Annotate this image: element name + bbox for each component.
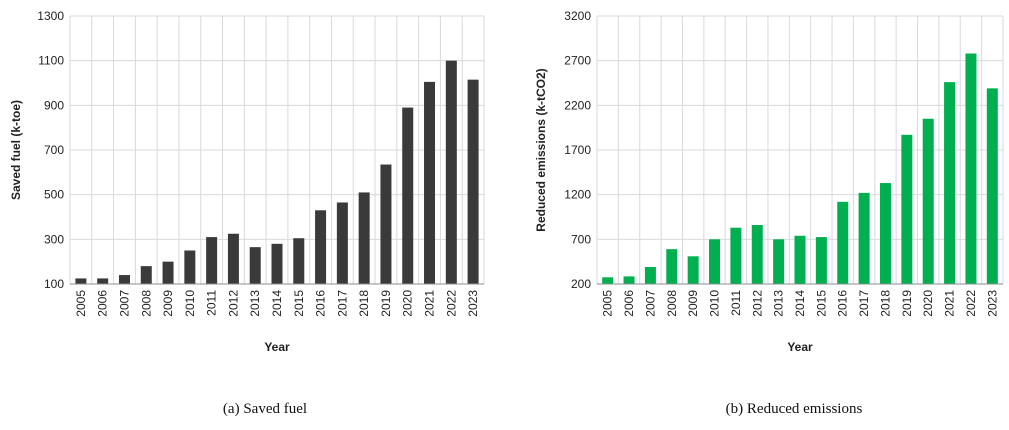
x-axis-title: Year: [787, 340, 813, 354]
x-tick-label: 2007: [117, 290, 131, 317]
bar-2005: [602, 277, 614, 284]
bar-2015: [293, 238, 305, 284]
bar-2014: [271, 243, 283, 284]
x-tick-label: 2017: [335, 290, 349, 317]
x-tick-label: 2010: [708, 290, 722, 317]
y-tick-label: 200: [571, 277, 591, 291]
x-tick-label: 2009: [161, 290, 175, 317]
y-tick-label: 2700: [564, 54, 591, 68]
y-tick-label: 1100: [38, 54, 64, 68]
x-tick-label: 2021: [943, 290, 957, 317]
x-tick-label: 2014: [793, 290, 807, 317]
x-tick-label: 2022: [964, 290, 978, 317]
x-tick-label: 2015: [814, 290, 828, 317]
x-tick-label: 2023: [985, 290, 999, 317]
bar-2017: [336, 202, 348, 284]
saved-fuel-chart: 100 300 500 700 900 1100 1300 2005 2006 2007 2008 2…: [9, 9, 485, 417]
bar-2006: [623, 276, 635, 284]
x-tick-label: 2006: [96, 290, 110, 317]
bar-2007: [118, 275, 130, 284]
x-tick-label: 2010: [183, 290, 197, 317]
y-tick-label: 300: [44, 232, 64, 246]
x-tick-label: 2008: [665, 290, 679, 317]
x-tick-label: 2021: [423, 290, 437, 317]
x-tick-label: 2018: [357, 290, 371, 317]
bar-2014: [794, 235, 806, 284]
bar-2006: [97, 278, 109, 284]
x-tick-label: 2006: [622, 290, 636, 317]
bar-2021: [944, 82, 956, 285]
bar-2005: [75, 278, 87, 284]
x-tick-label: 2017: [857, 290, 871, 317]
y-tick-label: 1300: [37, 9, 64, 23]
x-tick-label: 2012: [750, 290, 764, 317]
bar-2013: [773, 239, 785, 284]
y-tick-label: 100: [44, 277, 64, 291]
x-tick-label: 2013: [248, 290, 262, 317]
y-tick-label: 1700: [564, 143, 591, 157]
bar-2015: [815, 237, 827, 284]
x-tick-label: 2016: [836, 290, 850, 317]
x-tick-label: 2020: [921, 290, 935, 317]
bar-2016: [837, 201, 849, 284]
figure-caption: (a) Saved fuel: [223, 401, 307, 417]
bar-2012: [227, 233, 239, 284]
bar-2022: [445, 60, 457, 284]
figure-caption: (b) Reduced emissions: [726, 401, 863, 417]
x-tick-label: 2016: [314, 290, 328, 317]
bar-2019: [901, 134, 913, 284]
bar-2009: [687, 256, 699, 284]
y-axis-title: Reduced emissions (k-tCO2): [534, 68, 548, 231]
bar-2023: [986, 88, 998, 284]
x-tick-label: 2014: [270, 290, 284, 317]
y-tick-label: 900: [44, 98, 64, 112]
y-axis-title: Saved fuel (k-toe): [9, 100, 23, 200]
bar-2018: [358, 192, 370, 284]
x-tick-label: 2018: [878, 290, 892, 317]
bar-2009: [162, 261, 174, 284]
x-tick-label: 2013: [772, 290, 786, 317]
bar-2023: [467, 79, 479, 285]
x-tick-label: 2008: [139, 290, 153, 317]
x-axis-title: Year: [264, 340, 290, 354]
bar-2008: [666, 249, 678, 284]
bar-2018: [879, 183, 891, 284]
x-tick-label: 2007: [643, 290, 657, 317]
x-tick-label: 2012: [226, 290, 240, 317]
bar-2012: [751, 225, 763, 284]
x-tick-label: 2005: [74, 290, 88, 317]
x-tick-label: 2022: [444, 290, 458, 317]
x-tick-label: 2019: [900, 290, 914, 317]
bar-2008: [140, 266, 152, 284]
bar-2017: [858, 192, 870, 284]
y-tick-label: 3200: [564, 9, 591, 23]
x-tick-label: 2011: [205, 290, 219, 316]
y-tick-label: 700: [571, 232, 591, 246]
reduced-emissions-chart: 200 700 1200 1700 2200 2700 3200 2005 2006 2007 20…: [534, 9, 1004, 417]
bar-2013: [249, 247, 261, 284]
x-tick-label: 2009: [686, 290, 700, 317]
bar-2020: [402, 107, 414, 284]
x-tick-label: 2015: [292, 290, 306, 317]
bar-2011: [730, 227, 742, 284]
y-tick-label: 1200: [564, 188, 591, 202]
y-tick-label: 700: [44, 143, 64, 157]
bar-2020: [922, 118, 934, 284]
y-tick-label: 2200: [564, 98, 591, 112]
bar-2022: [965, 53, 977, 284]
y-tick-label: 500: [44, 188, 64, 202]
bar-2019: [380, 164, 392, 284]
x-tick-label: 2023: [466, 290, 480, 317]
bar-2010: [184, 250, 196, 284]
bar-2021: [424, 81, 436, 284]
bar-2007: [644, 267, 656, 284]
x-tick-label: 2019: [379, 290, 393, 317]
bar-2010: [709, 239, 721, 284]
bar-2011: [206, 237, 218, 284]
x-tick-label: 2005: [601, 290, 615, 317]
x-tick-label: 2020: [401, 290, 415, 317]
x-tick-label: 2011: [729, 290, 743, 316]
bar-2016: [315, 210, 327, 284]
